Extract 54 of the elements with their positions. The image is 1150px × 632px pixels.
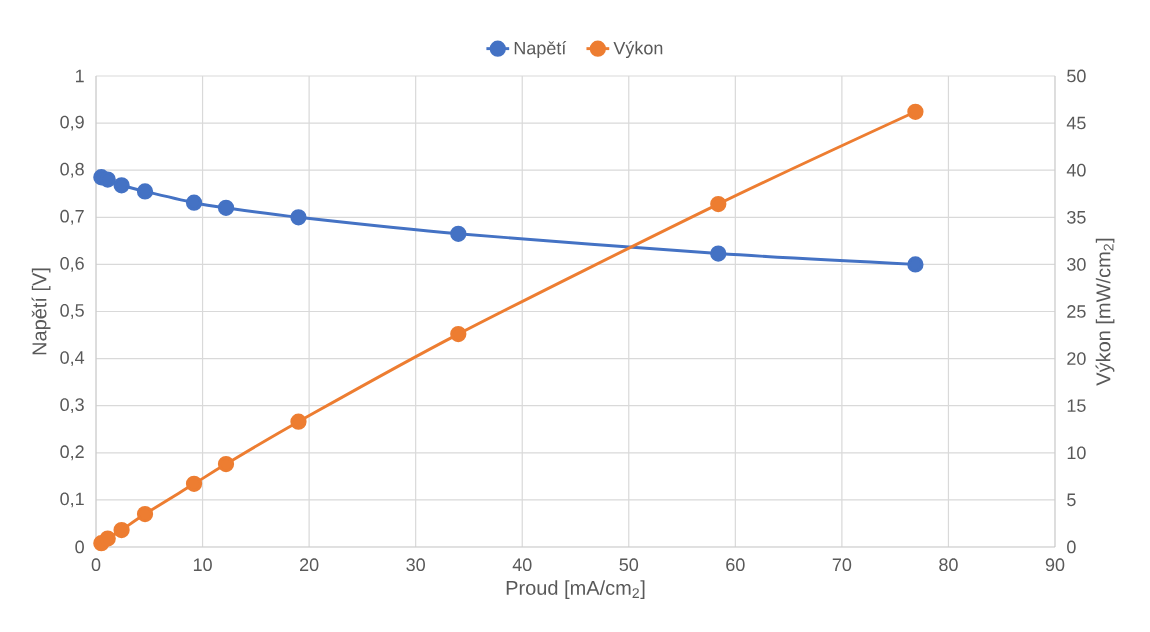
y2-axis-title: Výkon [mW/cm$_{2}$] [1095, 238, 1115, 386]
x-tick-label: 10 [193, 558, 212, 572]
x-tick-label: 60 [726, 558, 745, 572]
y2-tick-label: 5 [1067, 493, 1076, 507]
point [907, 256, 924, 273]
point [450, 325, 467, 343]
point [710, 195, 727, 213]
point [290, 209, 307, 226]
point [136, 505, 154, 523]
point [710, 245, 727, 262]
x-tick-label: 50 [619, 558, 639, 572]
point [136, 183, 154, 200]
y-tick-label: 0,9 [60, 115, 84, 131]
y-tick-label: 0,1 [60, 492, 84, 508]
y-tick-label: 1 [76, 69, 84, 83]
y-tick-label: 0,5 [60, 304, 84, 319]
x-tick-label: 20 [300, 558, 319, 572]
x-tick-label: 90 [1045, 558, 1065, 572]
y2-tick-label: 0 [1067, 540, 1076, 554]
y-tick-label: 0,7 [60, 209, 84, 225]
y-tick-label: 0,4 [60, 351, 85, 367]
point [907, 103, 924, 120]
y2-tick-label: 25 [1067, 305, 1086, 318]
point [450, 225, 467, 242]
point [217, 455, 235, 473]
y-tick-label: 0,2 [60, 445, 84, 461]
x-tick-label: 0 [91, 558, 101, 572]
y-tick-label: 0 [75, 540, 84, 554]
y-tick-label: 0,3 [60, 398, 84, 414]
y2-tick-label: 30 [1067, 258, 1086, 271]
x-tick-label: 30 [406, 558, 425, 572]
point [217, 199, 235, 217]
y2-tick-label: 15 [1067, 399, 1086, 412]
point [185, 194, 203, 211]
point [99, 530, 116, 547]
legend-label: Výkon [613, 41, 663, 59]
y2-tick-label: 45 [1066, 116, 1086, 130]
point [113, 521, 130, 539]
y2-tick-label: 35 [1067, 210, 1086, 224]
y2-tick-label: 40 [1066, 163, 1086, 177]
x-tick-label: 40 [512, 558, 532, 572]
y-tick-label: 0,8 [60, 162, 84, 178]
point [185, 475, 203, 493]
y-axis-title: Napětí [V] [31, 268, 51, 355]
y2-tick-label: 20 [1067, 352, 1086, 365]
x-axis-title: Proud [mA/cm$_{2}$] [506, 580, 645, 599]
y2-tick-label: 10 [1067, 446, 1086, 460]
y2-tick-label: 50 [1067, 69, 1086, 83]
x-tick-label: 80 [939, 558, 958, 572]
y-tick-label: 0,6 [60, 256, 84, 272]
point [113, 177, 130, 194]
x-tick-label: 70 [832, 558, 852, 572]
point [290, 413, 307, 430]
legend-label: Napětí [514, 41, 567, 59]
